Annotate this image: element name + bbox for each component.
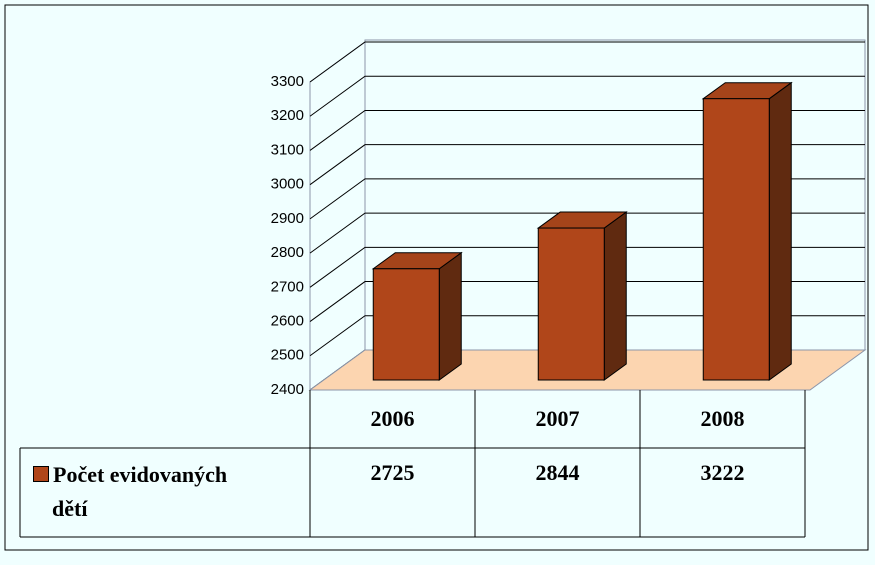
- grid-line: [309, 281, 865, 322]
- grid-line: [309, 315, 865, 357]
- bar-front: [702, 98, 770, 381]
- legend-label: Počet evidovaných dětí: [52, 462, 228, 521]
- y-tick-label: 3200: [271, 107, 304, 124]
- grid-line: [309, 75, 865, 117]
- value-label: 3222: [701, 460, 745, 485]
- category-label: 2007: [536, 406, 580, 431]
- legend-entry: Počet evidovaných dětí: [33, 458, 234, 526]
- y-tick-label: 3100: [271, 141, 304, 158]
- y-tick-label: 2900: [271, 210, 304, 227]
- side-wall: [309, 41, 366, 391]
- y-tick-label: 2800: [271, 244, 304, 261]
- bar: [536, 211, 628, 381]
- grid-line: [309, 41, 865, 83]
- value-label: 2844: [536, 460, 580, 485]
- grid-line: [309, 212, 865, 254]
- grid-line: [309, 246, 865, 288]
- grid-line: [309, 178, 865, 220]
- bar: [371, 251, 463, 381]
- legend-swatch: [33, 466, 49, 482]
- bar-side: [603, 211, 627, 381]
- y-tick-label: 2600: [271, 313, 304, 330]
- y-tick-label: 3000: [271, 176, 304, 193]
- bar-side: [438, 251, 462, 381]
- bar: [701, 81, 793, 381]
- value-label: 2725: [371, 460, 415, 485]
- data-table: [19, 390, 806, 538]
- category-label: 2006: [371, 406, 415, 431]
- y-tick-label: 2400: [271, 381, 304, 398]
- category-label: 2008: [701, 406, 745, 431]
- legend: Počet evidovaných dětí: [33, 458, 234, 526]
- y-tick-label: 2500: [271, 347, 304, 364]
- y-tick-label: 3300: [271, 73, 304, 90]
- bar-front: [372, 268, 440, 381]
- grid-line: [309, 109, 865, 151]
- y-tick-label: 2700: [271, 278, 304, 295]
- grid-line: [309, 144, 865, 186]
- bar-side: [768, 81, 792, 381]
- bar-front: [537, 227, 605, 381]
